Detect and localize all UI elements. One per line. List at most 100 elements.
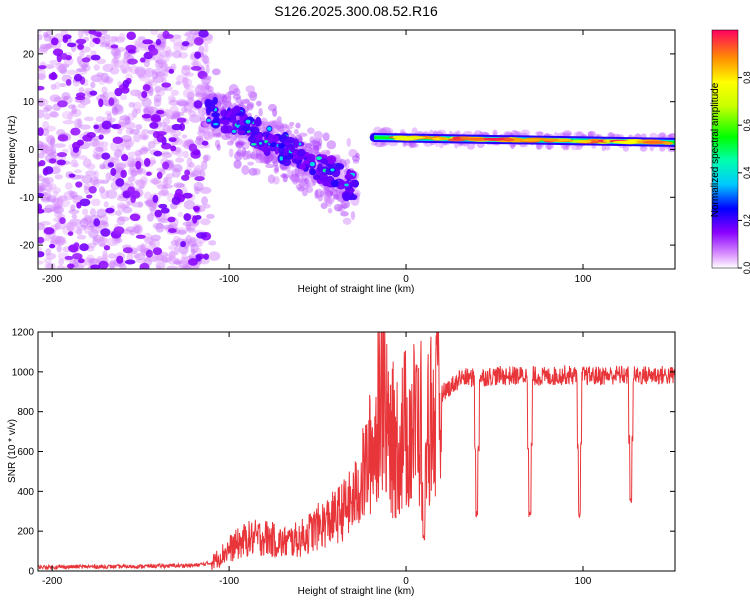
heatmap-cell bbox=[136, 244, 145, 252]
heatmap-cell bbox=[466, 142, 476, 150]
heatmap-cell bbox=[44, 64, 55, 69]
heatmap-cell bbox=[57, 65, 68, 73]
heatmap-cell bbox=[137, 168, 146, 174]
heatmap-cell bbox=[38, 152, 45, 159]
heatmap-cell bbox=[483, 137, 505, 141]
heatmap-cell bbox=[52, 205, 64, 214]
heatmap-cell bbox=[201, 75, 212, 85]
heatmap-cell bbox=[57, 152, 68, 158]
heatmap-cell bbox=[171, 110, 181, 119]
heatmap-cell bbox=[105, 91, 117, 99]
heatmap-cell bbox=[48, 183, 57, 191]
heatmap-cell bbox=[172, 259, 182, 265]
y-tick-label: -10 bbox=[20, 193, 35, 204]
heatmap-cell bbox=[185, 221, 192, 228]
heatmap-cell bbox=[306, 153, 316, 162]
heatmap-cell bbox=[151, 70, 159, 80]
heatmap-cell bbox=[96, 32, 102, 38]
heatmap-cell bbox=[205, 64, 210, 75]
heatmap-cell bbox=[295, 122, 301, 129]
heatmap-cell bbox=[562, 144, 569, 151]
heatmap-cell bbox=[96, 237, 108, 243]
heatmap-cell bbox=[326, 149, 331, 155]
heatmap-cell bbox=[158, 203, 168, 209]
heatmap-cell bbox=[510, 142, 515, 150]
heatmap-cell bbox=[188, 236, 198, 247]
heatmap-cell bbox=[122, 114, 129, 120]
heatmap-cell bbox=[344, 183, 349, 187]
heatmap-cell bbox=[79, 217, 89, 228]
heatmap-cell bbox=[212, 132, 222, 138]
heatmap-cell bbox=[149, 240, 157, 251]
heatmap-cell bbox=[122, 247, 133, 254]
heatmap-cell bbox=[342, 217, 352, 225]
heatmap-cell bbox=[163, 176, 173, 186]
heatmap-cell bbox=[330, 179, 339, 188]
heatmap-cell bbox=[45, 43, 53, 50]
heatmap-cell bbox=[93, 64, 100, 71]
heatmap-cell bbox=[301, 187, 309, 197]
heatmap-cell bbox=[150, 30, 159, 36]
heatmap-cell bbox=[53, 211, 63, 218]
heatmap-cell bbox=[161, 184, 174, 189]
heatmap-cell bbox=[135, 108, 142, 114]
heatmap-cell bbox=[38, 236, 45, 244]
heatmap-cell bbox=[92, 234, 104, 243]
heatmap-cell bbox=[38, 203, 43, 211]
heatmap-cell bbox=[272, 160, 279, 167]
heatmap-cell bbox=[48, 72, 58, 81]
heatmap-cell bbox=[112, 136, 124, 144]
heatmap-cell bbox=[202, 55, 210, 65]
heatmap-cell bbox=[160, 69, 169, 77]
heatmap-cell bbox=[92, 153, 104, 160]
heatmap-cell bbox=[100, 164, 106, 170]
heatmap-cell bbox=[125, 226, 136, 233]
y-tick-label: 20 bbox=[23, 49, 35, 60]
heatmap-cell bbox=[113, 50, 121, 60]
colorbar-label: Normalized spectral amplitude bbox=[710, 82, 721, 217]
heatmap-cell bbox=[144, 105, 155, 111]
heatmap-cell bbox=[176, 117, 187, 123]
heatmap-cell bbox=[150, 201, 159, 209]
heatmap-cell bbox=[124, 115, 130, 126]
heatmap-cell bbox=[134, 66, 147, 77]
colorbar-tick-label: 0.2 bbox=[742, 214, 750, 227]
heatmap-cell bbox=[135, 180, 146, 189]
heatmap-cell bbox=[49, 110, 58, 118]
heatmap-cell bbox=[138, 147, 149, 155]
heatmap-cell bbox=[90, 74, 103, 83]
heatmap-cell bbox=[100, 189, 110, 200]
heatmap-cell bbox=[181, 41, 190, 47]
heatmap-cell bbox=[38, 97, 45, 107]
y-tick-label: 600 bbox=[17, 447, 34, 458]
heatmap-cell bbox=[38, 30, 43, 33]
heatmap-cell bbox=[202, 154, 209, 164]
heatmap-cell bbox=[180, 241, 186, 248]
heatmap-cell bbox=[120, 134, 132, 143]
heatmap-cell bbox=[44, 145, 51, 153]
heatmap-cell bbox=[196, 83, 207, 90]
heatmap-cell bbox=[43, 112, 51, 120]
heatmap-cell bbox=[129, 229, 136, 236]
heatmap-cell bbox=[299, 163, 307, 170]
heatmap-cell bbox=[312, 145, 320, 151]
heatmap-cell bbox=[86, 163, 96, 170]
heatmap-cell bbox=[139, 262, 150, 269]
heatmap-cell bbox=[51, 199, 60, 210]
heatmap-cell bbox=[59, 217, 66, 225]
snr-panel: -200 -100 0 100 0 200 400 600 800 1000 1200 Heigh… bbox=[7, 328, 676, 597]
heatmap-cell bbox=[135, 124, 143, 130]
heatmap-cell bbox=[179, 139, 191, 148]
heatmap-cell bbox=[188, 143, 198, 152]
heatmap-cell bbox=[51, 197, 60, 204]
heatmap-cell bbox=[70, 127, 81, 136]
heatmap-cell bbox=[38, 46, 49, 52]
heatmap-cell bbox=[113, 226, 125, 235]
heatmap-cell bbox=[150, 234, 161, 242]
heatmap-cell bbox=[114, 36, 126, 43]
heatmap-cell bbox=[54, 223, 61, 231]
heatmap-cell bbox=[68, 225, 81, 234]
heatmap-cell bbox=[115, 178, 125, 187]
heatmap-cell bbox=[89, 176, 99, 186]
heatmap-cell bbox=[77, 43, 84, 50]
